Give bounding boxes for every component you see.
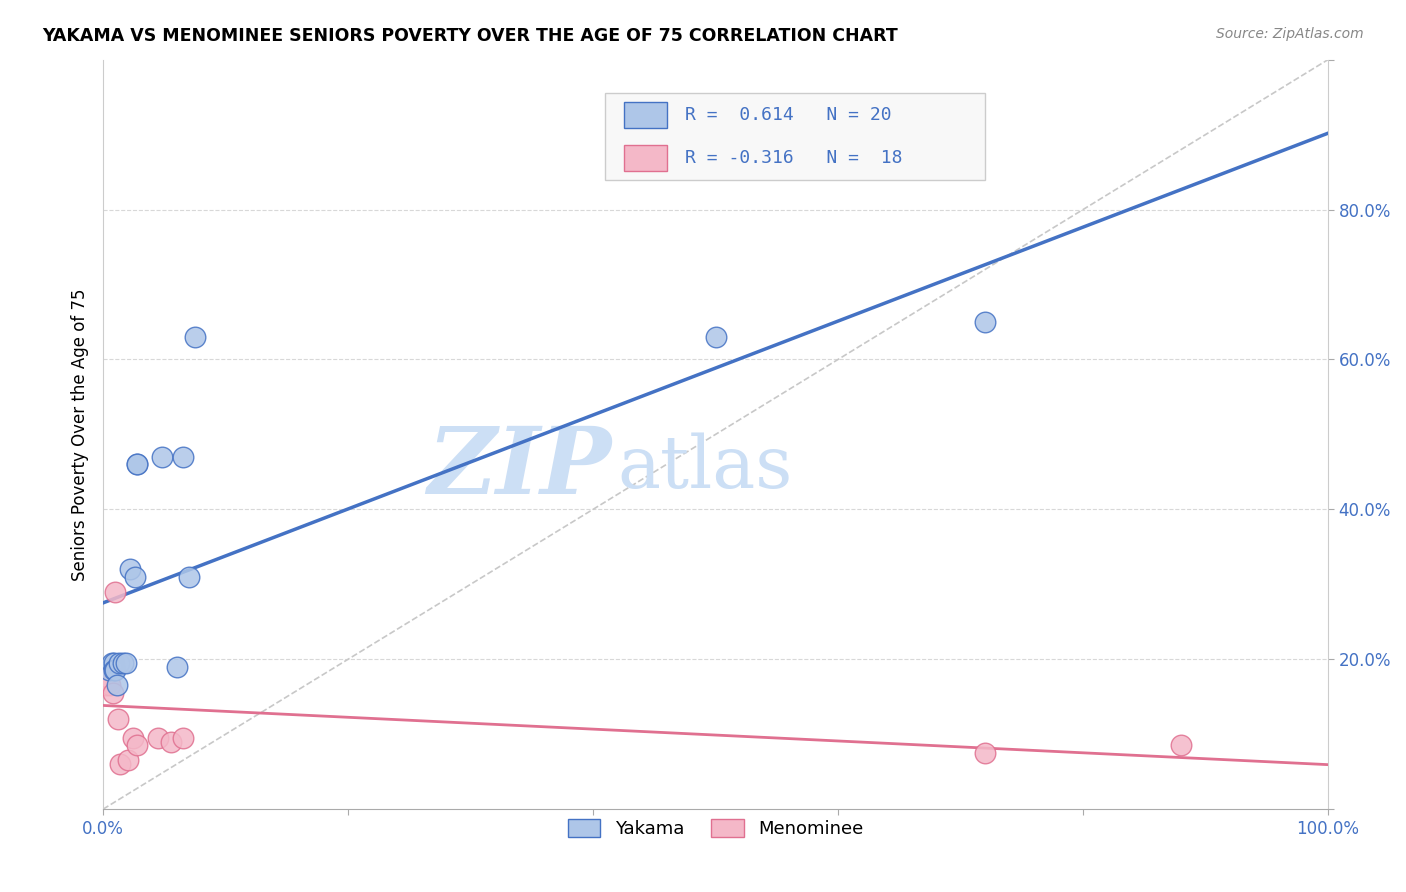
Text: R =  0.614   N = 20: R = 0.614 N = 20 xyxy=(685,106,891,124)
Point xyxy=(104,664,127,678)
Text: R = -0.316   N =  18: R = -0.316 N = 18 xyxy=(685,149,903,167)
Point xyxy=(127,458,149,472)
Text: atlas: atlas xyxy=(617,433,793,503)
Point xyxy=(91,667,114,681)
Point xyxy=(974,746,997,760)
Point xyxy=(107,712,129,726)
Point xyxy=(172,731,194,745)
Text: ZIP: ZIP xyxy=(427,423,612,513)
Point xyxy=(111,656,134,670)
Point xyxy=(148,731,170,745)
Point xyxy=(98,664,121,678)
Y-axis label: Seniors Poverty Over the Age of 75: Seniors Poverty Over the Age of 75 xyxy=(72,288,89,581)
Point xyxy=(104,584,127,599)
Point xyxy=(101,686,124,700)
Text: Source: ZipAtlas.com: Source: ZipAtlas.com xyxy=(1216,27,1364,41)
Point xyxy=(100,678,122,692)
Point xyxy=(108,656,131,670)
Point xyxy=(974,315,997,329)
Point xyxy=(127,458,149,472)
Point xyxy=(115,656,138,670)
Point xyxy=(184,330,207,344)
Point xyxy=(177,570,200,584)
Point xyxy=(103,656,125,670)
Point xyxy=(127,739,149,753)
Point xyxy=(150,450,173,464)
Point xyxy=(124,570,146,584)
Point xyxy=(105,678,128,692)
Point xyxy=(166,659,188,673)
Point xyxy=(94,678,117,692)
Point xyxy=(97,674,120,689)
Point xyxy=(704,330,727,344)
Point xyxy=(100,656,122,670)
FancyBboxPatch shape xyxy=(624,102,666,128)
FancyBboxPatch shape xyxy=(624,145,666,171)
Point xyxy=(172,450,194,464)
Point xyxy=(117,753,139,767)
Text: YAKAMA VS MENOMINEE SENIORS POVERTY OVER THE AGE OF 75 CORRELATION CHART: YAKAMA VS MENOMINEE SENIORS POVERTY OVER… xyxy=(42,27,898,45)
Point xyxy=(94,671,117,685)
Point xyxy=(103,664,125,678)
Point xyxy=(1170,739,1192,753)
Point xyxy=(98,671,121,685)
Legend: Yakama, Menominee: Yakama, Menominee xyxy=(561,812,870,845)
Point xyxy=(121,731,143,745)
Point xyxy=(159,734,181,748)
Point xyxy=(110,757,132,772)
FancyBboxPatch shape xyxy=(606,94,986,179)
Point xyxy=(120,562,142,576)
